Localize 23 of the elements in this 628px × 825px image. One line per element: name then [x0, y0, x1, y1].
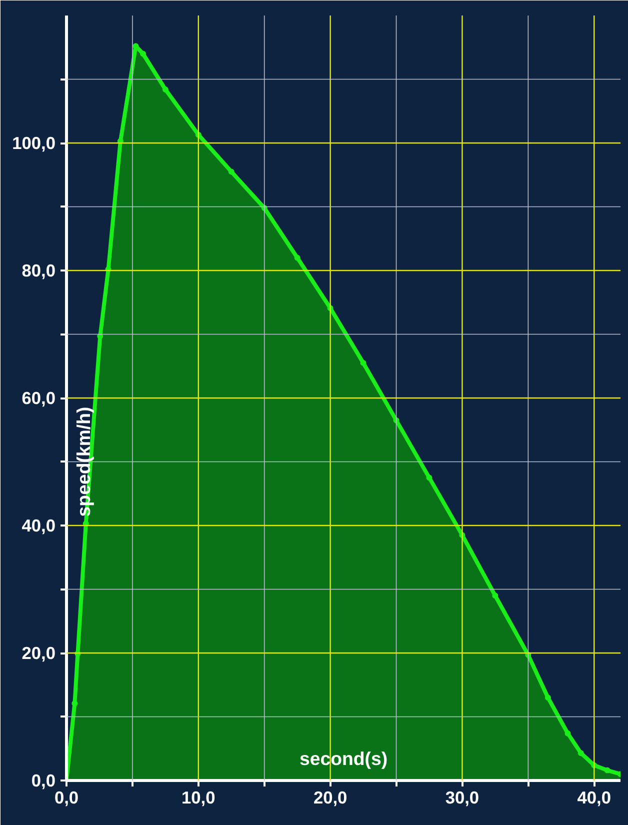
x-tick-label: 20,0 [313, 788, 348, 808]
y-tick-label: 60,0 [22, 388, 56, 408]
point [162, 86, 168, 92]
y-tick-label: 0,0 [31, 770, 56, 790]
point [294, 254, 300, 261]
point [426, 474, 432, 481]
x-tick-label: 40,0 [577, 788, 611, 808]
x-tick-label: 10,0 [182, 788, 216, 808]
y-tick-label: 40,0 [22, 516, 56, 536]
y-tick-label: 20,0 [22, 643, 56, 663]
y-axis-title: speed(km/h) [73, 406, 94, 517]
x-tick-label: 0,0 [54, 788, 79, 808]
point [544, 694, 551, 701]
point [140, 50, 146, 57]
point [492, 592, 498, 599]
point [360, 360, 366, 366]
point [564, 730, 571, 736]
point [578, 750, 584, 756]
point [604, 767, 610, 774]
point [228, 168, 234, 175]
y-tick-label: 100,0 [12, 133, 56, 153]
x-tick-label: 30,0 [445, 788, 480, 808]
y-tick-label: 80,0 [22, 260, 56, 280]
